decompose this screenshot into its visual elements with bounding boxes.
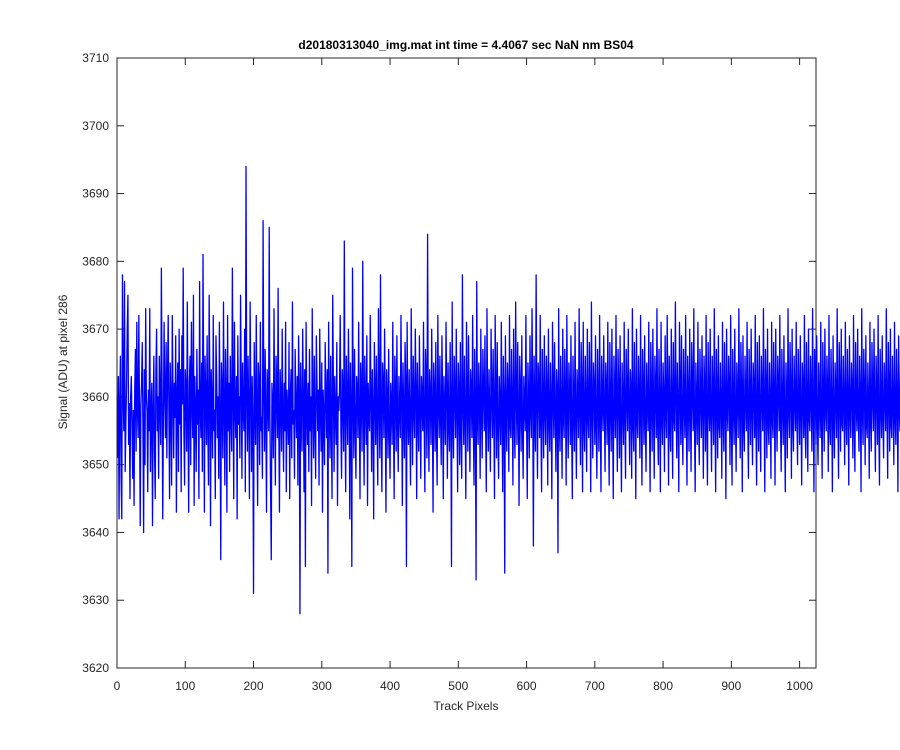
y-tick-label: 3710	[82, 51, 109, 65]
x-tick-label: 400	[380, 679, 400, 693]
chart-title: d20180313040_img.mat int time = 4.4067 s…	[298, 38, 634, 52]
y-tick-label: 3630	[82, 593, 109, 607]
x-axis-ticks: 0 100 200 300 400 500 600 700 800 900 1000	[114, 58, 813, 693]
x-tick-label: 600	[517, 679, 537, 693]
x-tick-label: 100	[175, 679, 195, 693]
series-layer	[117, 165, 900, 615]
y-tick-label: 3680	[82, 254, 109, 268]
x-axis-label: Track Pixels	[434, 699, 499, 713]
y-tick-label: 3650	[82, 458, 109, 472]
y-axis-label: Signal (ADU) at pixel 286	[56, 294, 70, 429]
series-line-0	[117, 165, 900, 615]
y-tick-label: 3620	[82, 661, 109, 675]
x-tick-label: 700	[585, 679, 605, 693]
x-tick-label: 300	[312, 679, 332, 693]
y-tick-label: 3700	[82, 119, 109, 133]
x-tick-label: 800	[653, 679, 673, 693]
x-tick-label: 1000	[786, 679, 813, 693]
x-tick-label: 200	[244, 679, 264, 693]
x-tick-label: 500	[448, 679, 468, 693]
x-tick-label: 900	[721, 679, 741, 693]
y-tick-label: 3640	[82, 525, 109, 539]
y-tick-label: 3690	[82, 187, 109, 201]
y-axis-ticks: 3620 3630 3640 3650 3660 3670 3680 3690 3700 3710	[82, 51, 816, 675]
y-tick-label: 3660	[82, 390, 109, 404]
x-tick-label: 0	[114, 679, 121, 693]
y-tick-label: 3670	[82, 322, 109, 336]
